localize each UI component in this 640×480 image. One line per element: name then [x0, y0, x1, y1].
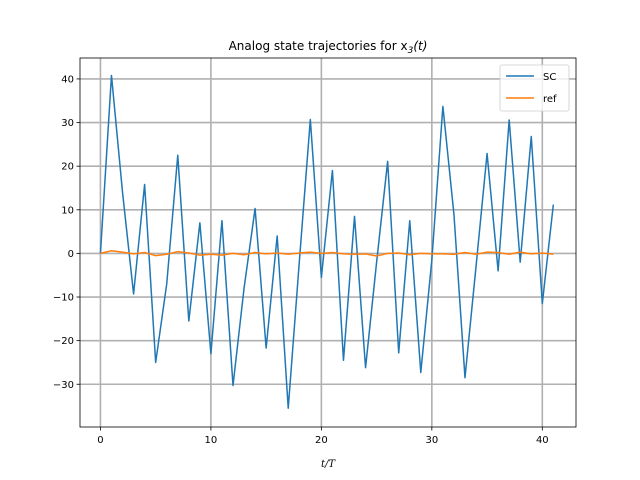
- legend-label-ref: ref: [543, 94, 557, 105]
- plot-area: [80, 58, 576, 427]
- legend-label-sc: SC: [543, 72, 556, 83]
- y-tick-label: −30: [53, 380, 74, 391]
- plot-frame: [79, 57, 577, 428]
- y-tick-label: 40: [61, 74, 74, 85]
- x-tick-label: 10: [205, 435, 218, 446]
- ticks: 0 10 20 30 40 −30 −20 −10 0 10 20 30 40: [53, 74, 549, 446]
- x-axis-label: t/T: [321, 459, 336, 470]
- x-tick-label: 30: [425, 435, 438, 446]
- y-tick-label: 30: [61, 118, 74, 129]
- y-tick-label: 10: [61, 205, 74, 216]
- chart-title-subscript: 3: [408, 46, 414, 56]
- x-tick-label: 0: [97, 435, 103, 446]
- y-tick-label: −10: [53, 293, 74, 304]
- series-line-sc: [99, 74, 555, 409]
- chart-title: Analog state trajectories for x3(t): [229, 39, 428, 56]
- legend: SC ref: [499, 64, 570, 112]
- y-tick-label: 0: [68, 249, 74, 260]
- y-tick-label: −20: [53, 336, 74, 347]
- series-line-ref: [100, 250, 554, 257]
- x-tick-label: 20: [315, 435, 328, 446]
- series-layer: [99, 74, 555, 409]
- x-tick-label: 40: [536, 435, 549, 446]
- legend-box: [499, 64, 570, 112]
- chart-title-suffix: (t): [413, 39, 427, 53]
- y-tick-label: 20: [61, 162, 74, 173]
